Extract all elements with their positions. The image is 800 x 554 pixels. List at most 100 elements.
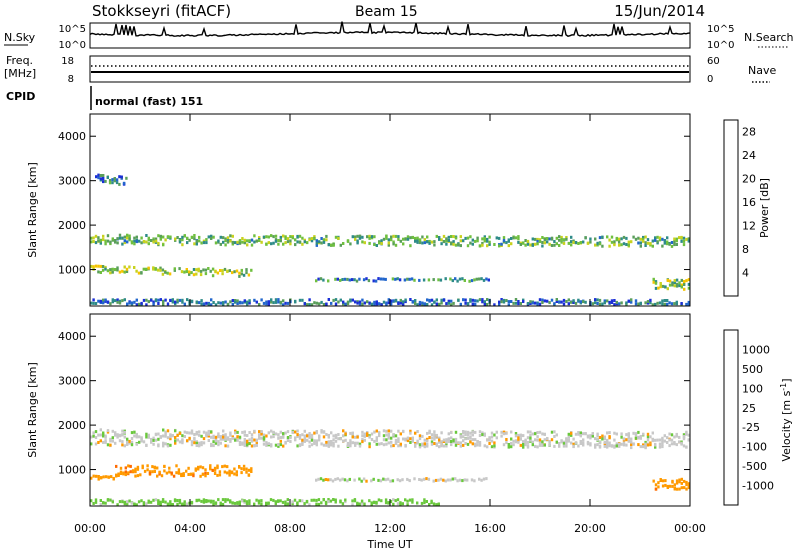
colorbar-tick-label: 25 [742, 402, 756, 415]
echo-cell [421, 241, 424, 245]
echo-cell [224, 437, 227, 441]
echo-cell [481, 298, 484, 302]
echo-cell [301, 298, 304, 302]
echo-cell [282, 435, 285, 439]
echo-cell [322, 278, 325, 282]
echo-cell [104, 435, 107, 439]
echo-cell [596, 241, 599, 245]
echo-cell [589, 240, 592, 244]
echo-cell [97, 264, 100, 268]
echo-cell [138, 302, 141, 306]
echo-cell [502, 430, 506, 434]
echo-cell [657, 286, 660, 290]
echo-cell [409, 437, 412, 441]
echo-cell [320, 501, 323, 505]
echo-cell [116, 241, 119, 245]
echo-cell [372, 477, 375, 481]
echo-cell [240, 272, 243, 276]
echo-cell [192, 472, 195, 476]
echo-cell [109, 271, 112, 275]
echo-cell [198, 301, 201, 305]
echo-cell [514, 432, 518, 435]
echo-cell [127, 464, 130, 468]
echo-cell [248, 502, 251, 505]
echo-cell [433, 433, 436, 437]
echo-cell [185, 268, 188, 271]
echo-cell [176, 433, 179, 437]
echo-cell [267, 442, 270, 446]
echo-cell [478, 443, 482, 447]
echo-cell [366, 433, 369, 437]
echo-cell [138, 239, 141, 243]
echo-cell [406, 235, 410, 239]
echo-cell [282, 432, 285, 436]
echo-cell [404, 237, 407, 241]
echo-cell [130, 437, 134, 440]
echo-cell [265, 300, 268, 304]
echo-cell [673, 243, 676, 247]
echo-cell [102, 174, 105, 177]
echo-cell [194, 468, 197, 472]
echo-cell [152, 300, 155, 304]
echo-cell [356, 234, 359, 238]
echo-cell [213, 468, 217, 472]
echo-cell [99, 264, 102, 268]
echo-cell [548, 237, 551, 241]
echo-cell [558, 444, 561, 448]
echo-cell [397, 437, 400, 441]
echo-cell [349, 444, 352, 448]
echo-cell [195, 242, 198, 246]
echo-cell [567, 298, 570, 302]
echo-cell [454, 277, 457, 281]
echo-cell [134, 470, 137, 474]
echo-cell [97, 176, 100, 180]
echo-cell [397, 302, 400, 305]
echo-cell [109, 268, 112, 272]
echo-cell [430, 442, 434, 446]
echo-cell [245, 470, 248, 474]
echo-cell [166, 271, 169, 275]
echo-cell [433, 240, 436, 244]
echo-cell [385, 438, 388, 442]
echo-cell [392, 299, 395, 303]
echo-cell [147, 300, 150, 304]
echo-cell [409, 441, 412, 444]
echo-cell [301, 433, 304, 437]
echo-cell [654, 483, 658, 487]
echo-cell [442, 444, 446, 448]
echo-cell [265, 235, 268, 239]
echo-cell [303, 238, 306, 242]
echo-cell [111, 237, 114, 241]
echo-cell [652, 280, 655, 284]
echo-cell [327, 498, 330, 501]
echo-cell [394, 298, 398, 302]
echo-cell [476, 236, 479, 240]
echo-cell [682, 435, 686, 438]
echo-cell [430, 298, 434, 302]
echo-cell [111, 439, 114, 443]
echo-cell [140, 301, 143, 305]
echo-cell [574, 441, 578, 445]
echo-cell [374, 279, 378, 283]
echo-cell [294, 430, 297, 434]
echo-cell [445, 237, 448, 241]
echo-cell [106, 176, 109, 179]
echo-cell [274, 298, 278, 302]
echo-cell [514, 298, 518, 301]
echo-cell [186, 431, 189, 435]
echo-cell [546, 299, 549, 303]
echo-cell [651, 303, 654, 307]
echo-cell [644, 241, 647, 245]
echo-cell [630, 437, 633, 441]
echo-cell [447, 301, 450, 305]
echo-cell [152, 237, 155, 241]
echo-cell [596, 434, 599, 438]
echo-cell [341, 278, 344, 281]
echo-cell [173, 498, 177, 502]
echo-cell [351, 278, 354, 282]
range-tick-label: 2000 [58, 219, 86, 232]
echo-cell [471, 242, 474, 246]
echo-cell [416, 501, 419, 505]
echo-cell [148, 470, 152, 474]
echo-cell [402, 437, 405, 441]
